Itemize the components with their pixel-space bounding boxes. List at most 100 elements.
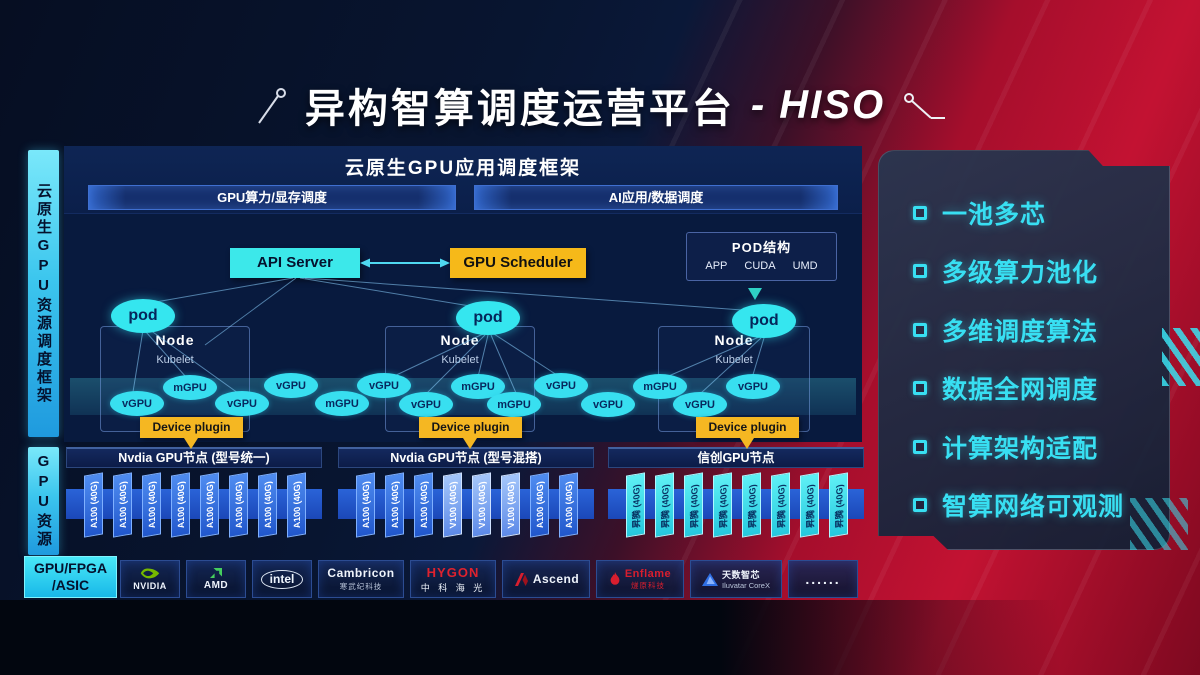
feature-item: 数据全网调度 xyxy=(913,370,1169,406)
gpu-group-bar xyxy=(338,489,594,519)
gpu-card-label: A100 (40G) xyxy=(292,480,302,530)
device-plugin-box-3: Device plugin xyxy=(696,417,799,438)
node-label: Node xyxy=(440,332,480,348)
gpu-card-label: 昇腾 (40G) xyxy=(805,483,816,529)
gpu-card: A100 (40G) xyxy=(171,472,190,538)
vendor-chip-amd: AMD xyxy=(186,560,246,598)
gpu-card: A100 (40G) xyxy=(414,472,433,538)
gpu-group-title: Nvdia GPU节点 (型号统一) xyxy=(66,447,322,468)
kubelet-label: Kubelet xyxy=(441,354,479,366)
pod-structure-item-cuda: CUDA xyxy=(744,260,776,272)
features-panel: 一池多芯 多级算力池化 多维调度算法 数据全网调度 计算架构适配 智算网络可观测 xyxy=(878,150,1170,550)
gpu-card: V100 (40G) xyxy=(501,472,520,538)
intel-oval-icon: intel xyxy=(260,569,304,589)
gpu-card: 昇腾 (40G) xyxy=(742,472,761,538)
vendor-label: AMD xyxy=(203,580,229,591)
title-text: 异构智算调度运营平台 xyxy=(304,87,735,131)
vendor-chip-more: ...... xyxy=(788,560,858,598)
pod-ellipse-3: pod xyxy=(732,304,796,338)
ascend-flame-icon xyxy=(514,572,528,586)
device-plugin-box-2: Device plugin xyxy=(419,417,522,438)
gpu-group-xinchuang: 信创GPU节点 昇腾 (40G) 昇腾 (40G) 昇腾 (40G) 昇腾 (40G)… xyxy=(608,447,864,557)
gpu-card-label: 昇腾 (40G) xyxy=(660,483,671,529)
device-plugin-box-1: Device plugin xyxy=(140,417,243,438)
vgpu-ellipse: vGPU xyxy=(357,373,411,398)
gpu-card: A100 (40G) xyxy=(113,472,132,538)
vendor-label: Enflame xyxy=(624,567,672,580)
feature-label: 一池多芯 xyxy=(942,201,1047,229)
gpu-card-label: 昇腾 (40G) xyxy=(776,483,787,529)
vendor-label: Cambricon xyxy=(327,566,395,580)
enflame-flame-icon xyxy=(610,571,620,585)
gpu-group-nvidia-mixed: Nvdia GPU节点 (型号混搭) A100 (40G) A100 (40G) A… xyxy=(338,447,594,557)
feature-label: 计算架构适配 xyxy=(942,434,1099,463)
vgpu-ellipse: vGPU xyxy=(726,374,780,399)
gpu-card-label: 昇腾 (40G) xyxy=(747,483,758,529)
feature-item: 计算架构适配 xyxy=(913,429,1169,465)
vgpu-ellipse: vGPU xyxy=(534,373,588,398)
mgpu-ellipse: mGPU xyxy=(487,392,541,417)
framework-header-panel: 云原生GPU应用调度框架 GPU算力/显存调度 AI应用/数据调度 xyxy=(64,146,862,214)
gpu-card-label: V100 (40G) xyxy=(477,480,487,530)
feature-label: 数据全网调度 xyxy=(942,376,1099,405)
gpu-group-title: Nvdia GPU节点 (型号混搭) xyxy=(338,447,594,468)
gpu-card: 昇腾 (40G) xyxy=(713,472,732,538)
gpu-card: 昇腾 (40G) xyxy=(655,472,674,538)
vendor-sublabel: 燧原科技 xyxy=(630,580,665,590)
gpu-card-label: V100 (40G) xyxy=(448,480,458,530)
amd-arrow-icon xyxy=(210,568,222,578)
gpu-card: 昇腾 (40G) xyxy=(800,472,819,538)
gpu-card-label: A100 (40G) xyxy=(535,480,545,530)
vgpu-ellipse: vGPU xyxy=(673,392,727,417)
vendor-label: NVIDIA xyxy=(133,581,167,591)
vendor-chip-intel: intel xyxy=(252,560,312,598)
mgpu-ellipse: mGPU xyxy=(163,375,217,400)
title-suffix-text: - HISO xyxy=(750,82,886,127)
pod-structure-arrow-icon xyxy=(748,288,762,300)
gpu-card-label: 昇腾 (40G) xyxy=(718,483,729,529)
vendor-sublabel: 寒武纪科技 xyxy=(339,582,383,591)
node-label: Node xyxy=(155,332,195,348)
device-plugin-arrow-icon xyxy=(184,438,198,449)
gpu-card: A100 (40G) xyxy=(530,472,549,538)
gpu-card: 昇腾 (40G) xyxy=(829,472,848,538)
iluvatar-triangle-icon xyxy=(702,572,719,586)
vgpu-ellipse: vGPU xyxy=(264,373,318,398)
sidebar-gpu-text: GPU资源 xyxy=(35,453,52,549)
gpu-card: A100 (40G) xyxy=(84,472,103,538)
pod-ellipse-1: pod xyxy=(111,299,175,333)
gpu-card-label: V100 (40G) xyxy=(506,480,516,530)
kubelet-label: Kubelet xyxy=(715,354,753,366)
vgpu-ellipse: vGPU xyxy=(110,391,164,416)
bottom-shade-decoration xyxy=(0,600,1060,675)
gpu-card-label: A100 (40G) xyxy=(234,480,244,530)
vendor-label: Ascend xyxy=(532,572,580,586)
gpu-card: 昇腾 (40G) xyxy=(771,472,790,538)
sidebar-label-gpu-resources: GPU资源 xyxy=(28,447,59,555)
feature-item: 多级算力池化 xyxy=(913,253,1169,289)
sidebar-label-framework: 云原生GPU资源调度框架 xyxy=(28,150,59,437)
gpu-card: V100 (40G) xyxy=(472,472,491,538)
pod-structure-title: POD结构 xyxy=(731,240,792,255)
node-label: Node xyxy=(714,332,754,348)
gpu-card: 昇腾 (40G) xyxy=(684,472,703,538)
circuit-left-icon xyxy=(258,88,286,124)
gpu-card: A100 (40G) xyxy=(229,472,248,538)
vendor-chip-hygon: HYGON 中 科 海 光 xyxy=(410,560,496,598)
gpu-card: A100 (40G) xyxy=(258,472,277,538)
pod-structure-items: APP CUDA UMD xyxy=(687,260,836,272)
feature-item: 多维调度算法 xyxy=(913,312,1169,348)
feature-label: 多级算力池化 xyxy=(942,259,1099,288)
square-bullet-icon xyxy=(913,206,927,220)
subbox-gpu-compute-scheduling: GPU算力/显存调度 xyxy=(88,185,456,210)
gpu-group-bar xyxy=(66,489,322,519)
circuit-right-icon xyxy=(904,93,946,119)
vgpu-ellipse: vGPU xyxy=(215,391,269,416)
vgpu-ellipse: vGPU xyxy=(399,392,453,417)
gpu-card-label: 昇腾 (40G) xyxy=(689,483,700,529)
gpu-card: A100 (40G) xyxy=(200,472,219,538)
pod-ellipse-2: pod xyxy=(456,301,520,335)
gpu-card: A100 (40G) xyxy=(142,472,161,538)
page-title: 异构智算调度运营平台 - HISO xyxy=(0,76,1200,134)
vendor-sublabel: Iluvatar CoreX xyxy=(722,581,770,590)
